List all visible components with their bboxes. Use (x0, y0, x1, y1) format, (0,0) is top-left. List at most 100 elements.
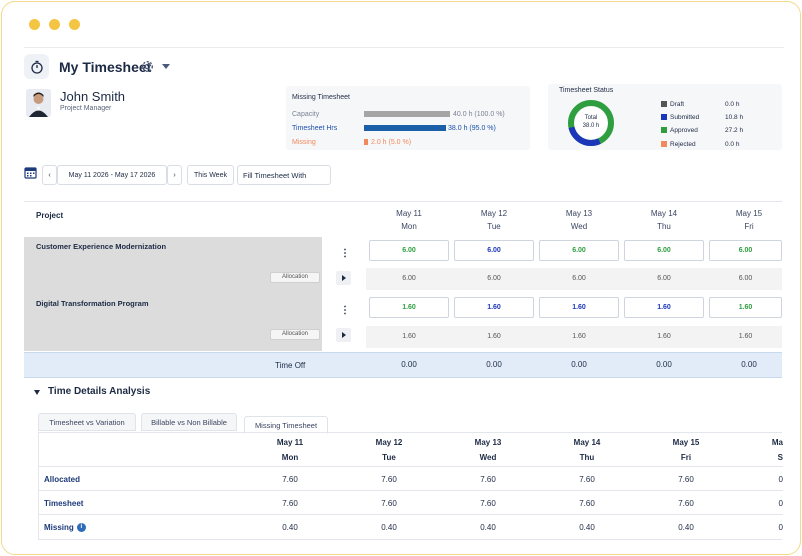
hours-cell[interactable]: 1.60 (624, 297, 704, 318)
close-dot[interactable] (29, 19, 40, 30)
this-week-button[interactable]: This Week (187, 165, 234, 185)
row-value: 7.60 (579, 475, 595, 484)
day-name: Thu (657, 222, 671, 231)
timesheet-status-panel: Timesheet Status Total 38.0 h Draft 0.0 … (548, 84, 782, 150)
hours-cell[interactable]: 6.00 (624, 240, 704, 261)
minimize-dot[interactable] (49, 19, 60, 30)
missing-timesheet-panel: Missing Timesheet Capacity 40.0 h (100.0… (286, 86, 530, 150)
row-value: 7.60 (579, 499, 595, 508)
row-value: 0 (778, 475, 783, 484)
allocation-button[interactable]: Allocation (270, 329, 320, 340)
chevron-down-icon[interactable] (162, 64, 170, 69)
row-value: 7.60 (282, 499, 298, 508)
tab-missing-timesheet[interactable]: Missing Timesheet (244, 416, 328, 434)
legend-swatch (661, 101, 667, 107)
legend-swatch (661, 127, 667, 133)
row-value: 7.60 (381, 499, 397, 508)
expand-row-button[interactable] (336, 271, 351, 285)
next-week-button[interactable]: › (167, 165, 182, 185)
capacity-bar (364, 111, 450, 117)
collapse-icon[interactable] (34, 390, 40, 395)
gear-icon[interactable] (141, 60, 154, 78)
tab-timesheet-vs-variation[interactable]: Timesheet vs Variation (38, 413, 136, 431)
day-name: S (777, 453, 783, 462)
allocation-value: 1.60 (738, 333, 753, 340)
day-date: May 12 (375, 438, 403, 447)
row-label-wrap: Missing i (44, 523, 86, 533)
allocation-value: 6.00 (738, 275, 753, 282)
day-date: May 13 (474, 438, 502, 447)
tab-billable-vs-non-billable[interactable]: Billable vs Non Billable (141, 413, 237, 431)
legend-submitted-value: 10.8 h (725, 114, 744, 121)
timesheet-hrs-bar (364, 125, 446, 131)
row-value: 0 (778, 523, 783, 532)
user-name: John Smith (60, 89, 126, 104)
allocation-value: 6.00 (402, 275, 416, 282)
panel-title: Missing Timesheet (292, 94, 350, 101)
hours-cell[interactable]: 1.60 (369, 297, 449, 318)
time-off-value[interactable]: 0.00 (741, 360, 757, 369)
day-name: Fri (744, 222, 754, 231)
day-date: May 11 (396, 209, 422, 218)
missing-label: Missing (292, 139, 316, 146)
timesheet-hrs-value: 38.0 h (95.0 %) (448, 125, 496, 132)
allocation-value: 6.00 (657, 275, 671, 282)
legend-rejected: Rejected (670, 141, 696, 148)
day-name: Wed (570, 222, 588, 231)
project-list: Customer Experience Modernization Alloca… (24, 237, 322, 351)
project-name: Digital Transformation Program (36, 299, 149, 308)
time-off-value[interactable]: 0.00 (656, 360, 672, 369)
hours-cell[interactable]: 6.00 (454, 240, 534, 261)
status-donut: Total 38.0 h (567, 99, 615, 147)
fill-timesheet-select[interactable]: Fill Timesheet With (237, 165, 331, 185)
more-vertical-icon[interactable]: ⋮ (340, 305, 350, 316)
time-off-label: Time Off (275, 361, 306, 370)
time-off-value[interactable]: 0.00 (571, 360, 587, 369)
day-name: Wed (479, 453, 497, 462)
capacity-label: Capacity (292, 111, 320, 118)
allocation-row: 6.00 6.00 6.00 6.00 6.00 (366, 268, 782, 290)
maximize-dot[interactable] (69, 19, 80, 30)
divider (24, 47, 784, 48)
day-date: Ma (771, 438, 783, 447)
window-controls (29, 19, 80, 30)
allocation-button[interactable]: Allocation (270, 272, 320, 283)
prev-week-button[interactable]: ‹ (42, 165, 57, 185)
hours-cell[interactable]: 6.00 (369, 240, 449, 261)
avatar (26, 89, 51, 117)
time-off-value[interactable]: 0.00 (486, 360, 502, 369)
hours-cell[interactable]: 1.60 (709, 297, 782, 318)
info-icon[interactable]: i (76, 523, 86, 533)
day-name: Thu (579, 453, 595, 462)
hours-cell[interactable]: 1.60 (539, 297, 619, 318)
time-off-value[interactable]: 0.00 (401, 360, 417, 369)
grid-header: Project May 11 Mon May 12 Tue May 13 Wed… (24, 201, 782, 237)
legend-submitted: Submitted (670, 114, 700, 121)
table-row: Missing i 0.40 0.40 0.40 0.40 0.40 0 (39, 515, 783, 539)
hours-cell[interactable]: 1.60 (454, 297, 534, 318)
day-date: May 14 (650, 209, 678, 218)
section-title: Time Details Analysis (48, 386, 151, 397)
hours-cell[interactable]: 6.00 (539, 240, 619, 261)
allocation-value: 6.00 (487, 275, 501, 282)
legend-draft: Draft (670, 101, 685, 108)
hours-cell[interactable]: 6.00 (709, 240, 782, 261)
donut-value: 38.0 h (582, 123, 600, 129)
day-date: May 15 (735, 209, 763, 218)
row-label: Timesheet (44, 499, 84, 508)
date-range[interactable]: May 11 2026 - May 17 2026 (57, 165, 167, 185)
legend-swatch (661, 114, 667, 120)
allocation-value: 1.60 (402, 333, 416, 340)
day-name: Tue (382, 453, 396, 462)
day-date: May 14 (573, 438, 601, 447)
capacity-value: 40.0 h (100.0 %) (453, 111, 505, 118)
row-label: Missing (44, 523, 74, 532)
expand-row-button[interactable] (336, 328, 351, 342)
calendar-icon[interactable] (24, 166, 37, 184)
more-vertical-icon[interactable]: ⋮ (340, 248, 350, 259)
project-column-header: Project (36, 211, 64, 220)
donut-label: Total (584, 115, 598, 121)
missing-bar (364, 139, 368, 145)
row-value: 0.40 (282, 523, 298, 532)
allocation-value: 1.60 (657, 333, 671, 340)
